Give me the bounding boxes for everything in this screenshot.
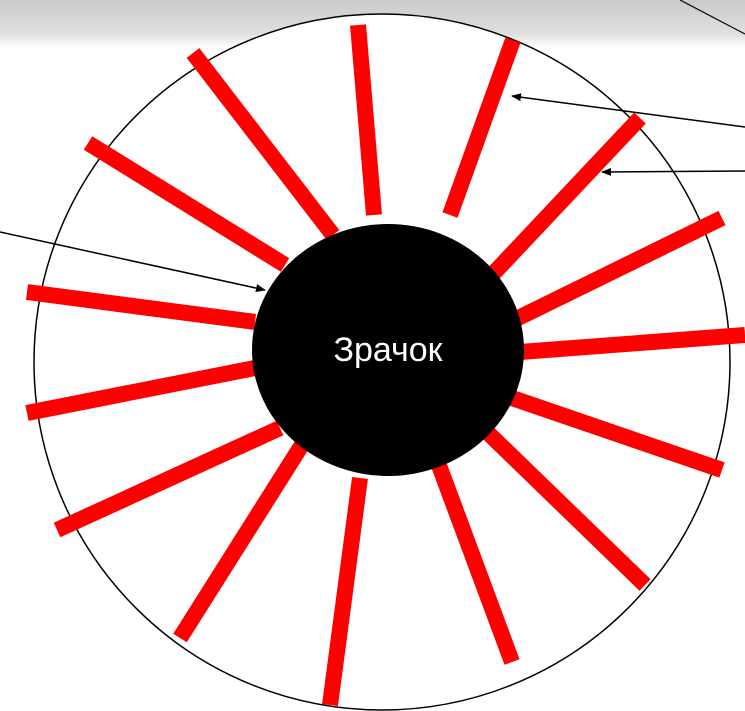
page: Зрачок (() => { const data = JSON.parse(… bbox=[0, 0, 745, 711]
pupil-label: Зрачок bbox=[333, 331, 443, 369]
arrow bbox=[602, 171, 745, 172]
iris-diagram: Зрачок bbox=[0, 0, 745, 711]
